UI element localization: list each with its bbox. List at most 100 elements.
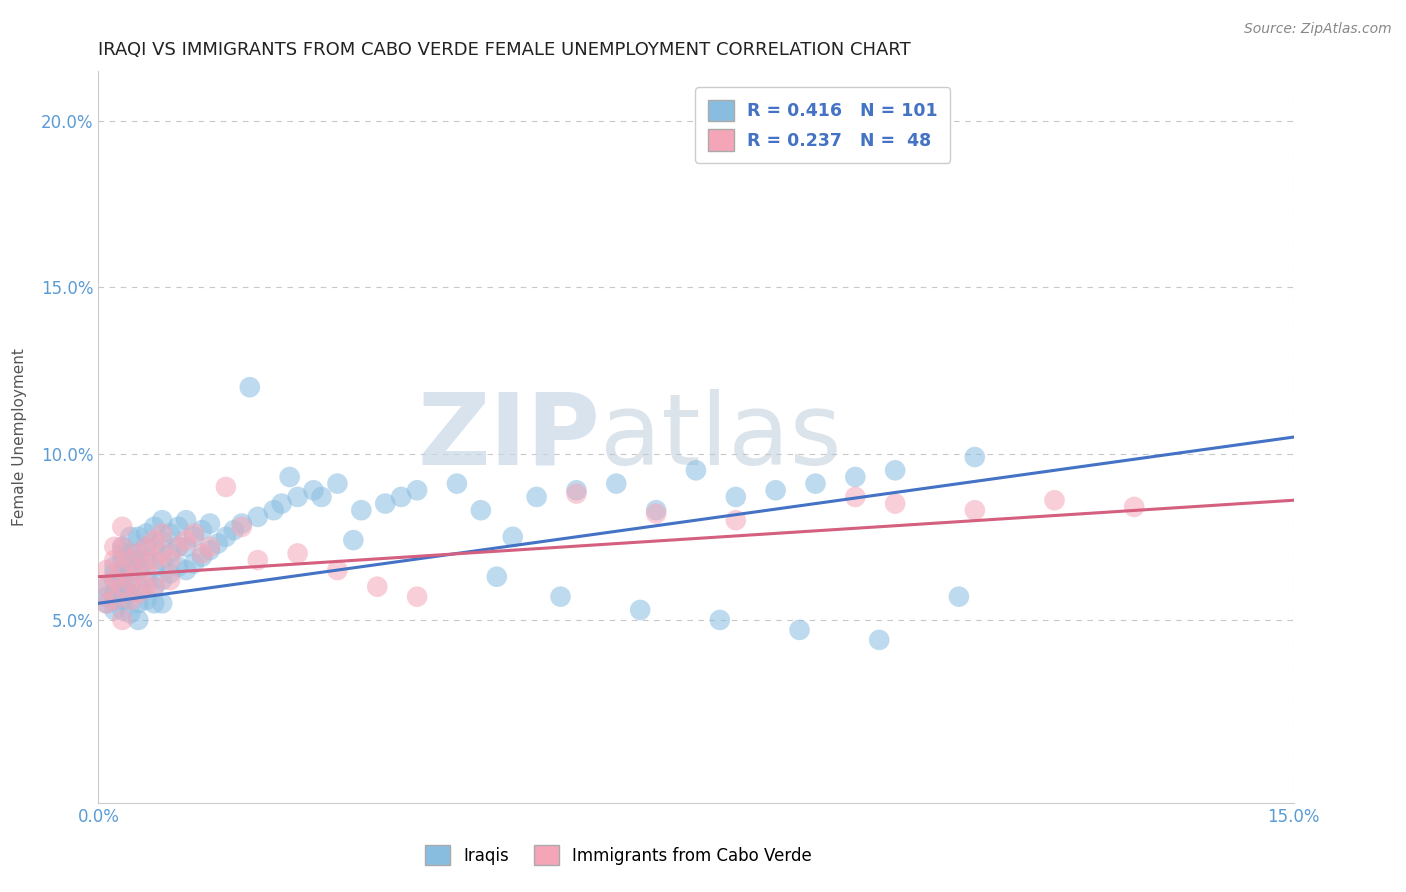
Point (246, 509, 269, 524)
Point (111, 563, 134, 577)
Point (150, 573, 173, 587)
Point (167, 520, 190, 534)
Point (111, 593, 134, 607)
Point (446, 476, 468, 491)
Point (167, 540, 190, 554)
Point (103, 586, 125, 600)
Point (207, 536, 229, 550)
Point (143, 580, 166, 594)
Point (120, 530, 142, 544)
Point (342, 533, 364, 548)
Point (302, 483, 325, 498)
Point (150, 533, 173, 548)
Point (311, 490, 333, 504)
Point (963, 450, 986, 464)
Point (150, 513, 173, 527)
Point (135, 526, 157, 541)
Point (198, 543, 221, 558)
Text: ZIP: ZIP (418, 389, 600, 485)
Point (270, 497, 292, 511)
Point (868, 632, 890, 647)
Point (884, 497, 907, 511)
Point (470, 503, 492, 517)
Point (844, 470, 866, 484)
Point (96, 596, 118, 610)
Point (120, 607, 142, 621)
Point (111, 580, 134, 594)
Point (526, 490, 548, 504)
Point (111, 559, 134, 574)
Point (550, 590, 572, 604)
Point (645, 503, 668, 517)
Point (143, 596, 166, 610)
Point (111, 546, 134, 560)
Point (326, 476, 349, 491)
Point (127, 596, 149, 610)
Legend: R = 0.416   N = 101, R = 0.237   N =  48: R = 0.416 N = 101, R = 0.237 N = 48 (696, 87, 950, 162)
Point (565, 486, 588, 500)
Point (645, 507, 668, 521)
Point (127, 563, 149, 577)
Point (159, 553, 181, 567)
Point (127, 613, 149, 627)
Point (159, 573, 181, 587)
Point (183, 557, 205, 571)
Point (685, 463, 707, 477)
Point (135, 593, 157, 607)
Point (111, 586, 134, 600)
Point (174, 563, 197, 577)
Point (167, 559, 190, 574)
Point (103, 603, 125, 617)
Point (143, 553, 166, 567)
Point (239, 380, 262, 394)
Point (111, 570, 134, 584)
Point (326, 563, 349, 577)
Point (150, 526, 173, 541)
Point (765, 483, 787, 498)
Point (167, 540, 190, 554)
Point (174, 513, 197, 527)
Point (96, 596, 118, 610)
Point (215, 530, 238, 544)
Point (96, 590, 118, 604)
Point (174, 540, 197, 554)
Point (724, 490, 747, 504)
Point (96, 563, 118, 577)
Point (120, 546, 142, 560)
Point (135, 540, 157, 554)
Point (709, 613, 731, 627)
Point (191, 549, 214, 564)
Y-axis label: Female Unemployment: Female Unemployment (13, 348, 27, 526)
Point (120, 593, 142, 607)
Point (183, 530, 205, 544)
Point (246, 553, 269, 567)
Point (263, 503, 285, 517)
Point (174, 533, 197, 548)
Point (628, 603, 651, 617)
Point (565, 483, 588, 498)
Point (963, 503, 986, 517)
Point (804, 476, 827, 491)
Point (135, 540, 157, 554)
Point (103, 573, 125, 587)
Text: Source: ZipAtlas.com: Source: ZipAtlas.com (1244, 22, 1392, 37)
Point (389, 490, 412, 504)
Point (1043, 493, 1066, 508)
Point (103, 553, 125, 567)
Point (143, 540, 166, 554)
Point (96, 580, 118, 594)
Point (150, 546, 173, 560)
Point (150, 596, 173, 610)
Point (127, 566, 149, 581)
Point (406, 483, 429, 498)
Point (111, 540, 134, 554)
Point (143, 533, 166, 548)
Point (502, 530, 524, 544)
Point (374, 497, 396, 511)
Point (191, 546, 214, 560)
Text: atlas: atlas (600, 389, 842, 485)
Point (120, 586, 142, 600)
Point (198, 516, 221, 531)
Point (127, 586, 149, 600)
Point (143, 580, 166, 594)
